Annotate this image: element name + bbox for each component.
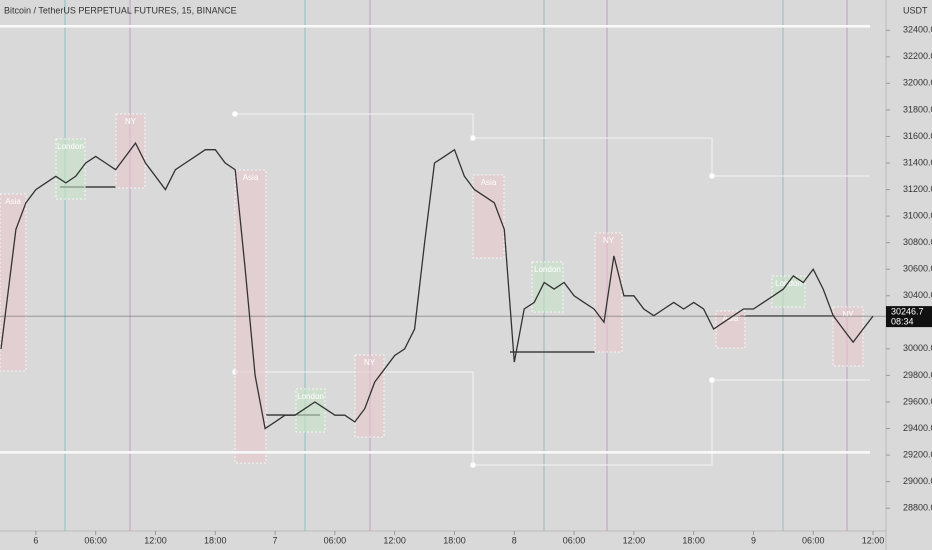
- x-tick-label: 06:00: [324, 535, 347, 545]
- x-tick-label: 06:00: [802, 535, 825, 545]
- y-tick-label: 31600.0: [903, 131, 932, 141]
- countdown-label: 08:34: [891, 316, 914, 326]
- x-tick-label: 06:00: [563, 535, 586, 545]
- session-label: NY: [603, 236, 615, 245]
- step-levels: [232, 111, 870, 468]
- x-tick-label: 18:00: [204, 535, 227, 545]
- y-tick-label: 31400.0: [903, 157, 932, 167]
- y-tick-label: 32400.0: [903, 25, 932, 35]
- x-tick-label: 8: [512, 535, 517, 545]
- session-label: Asia: [5, 197, 21, 206]
- y-tick-label: 30400.0: [903, 290, 932, 300]
- last-price-box: [886, 306, 932, 328]
- session-label: Asia: [481, 178, 497, 187]
- x-tick-label: 06:00: [84, 535, 107, 545]
- y-tick-label: 30600.0: [903, 264, 932, 274]
- session-label: London: [534, 265, 561, 274]
- last-price-label: 30246.7: [891, 306, 924, 316]
- y-tick-label: 31200.0: [903, 184, 932, 194]
- x-tick-label: 9: [751, 535, 756, 545]
- session-label: NY: [125, 117, 137, 126]
- x-tick-label: 12:00: [383, 535, 406, 545]
- session-lines: [64, 0, 848, 531]
- x-tick-label: 18:00: [682, 535, 705, 545]
- session-label: NY: [842, 310, 854, 319]
- y-tick-label: 29000.0: [903, 476, 932, 486]
- session-label: London: [57, 142, 84, 151]
- y-tick-label: 30800.0: [903, 237, 932, 247]
- session-box: [0, 193, 27, 372]
- session-box: [234, 169, 267, 464]
- y-tick-label: 31800.0: [903, 104, 932, 114]
- y-tick-label: 32200.0: [903, 51, 932, 61]
- chart-title: Bitcoin / TetherUS PERPETUAL FUTURES, 15…: [4, 5, 237, 15]
- y-tick-label: 28800.0: [903, 503, 932, 513]
- session-label: London: [775, 279, 802, 288]
- session-box: [55, 138, 86, 200]
- session-label: Asia: [243, 173, 259, 182]
- x-tick-label: 12:00: [623, 535, 646, 545]
- y-tick-label: 29400.0: [903, 423, 932, 433]
- y-tick-label: 30000.0: [903, 343, 932, 353]
- x-tick-label: 12:00: [144, 535, 167, 545]
- y-tick-label: 29600.0: [903, 396, 932, 406]
- y-tick-label: 29200.0: [903, 449, 932, 459]
- price-line: [0, 141, 874, 430]
- session-label: Asia: [723, 314, 739, 323]
- x-tick-label: 12:00: [862, 535, 885, 545]
- y-tick-label: 31000.0: [903, 210, 932, 220]
- session-box: [295, 388, 326, 433]
- x-tick-label: 18:00: [443, 535, 466, 545]
- session-label: London: [297, 392, 324, 401]
- axis-unit: USDT: [903, 5, 928, 15]
- y-tick-label: 32000.0: [903, 78, 932, 88]
- x-tick-label: 7: [273, 535, 278, 545]
- x-tick-label: 6: [33, 535, 38, 545]
- session-label: NY: [364, 358, 376, 367]
- y-tick-label: 29800.0: [903, 370, 932, 380]
